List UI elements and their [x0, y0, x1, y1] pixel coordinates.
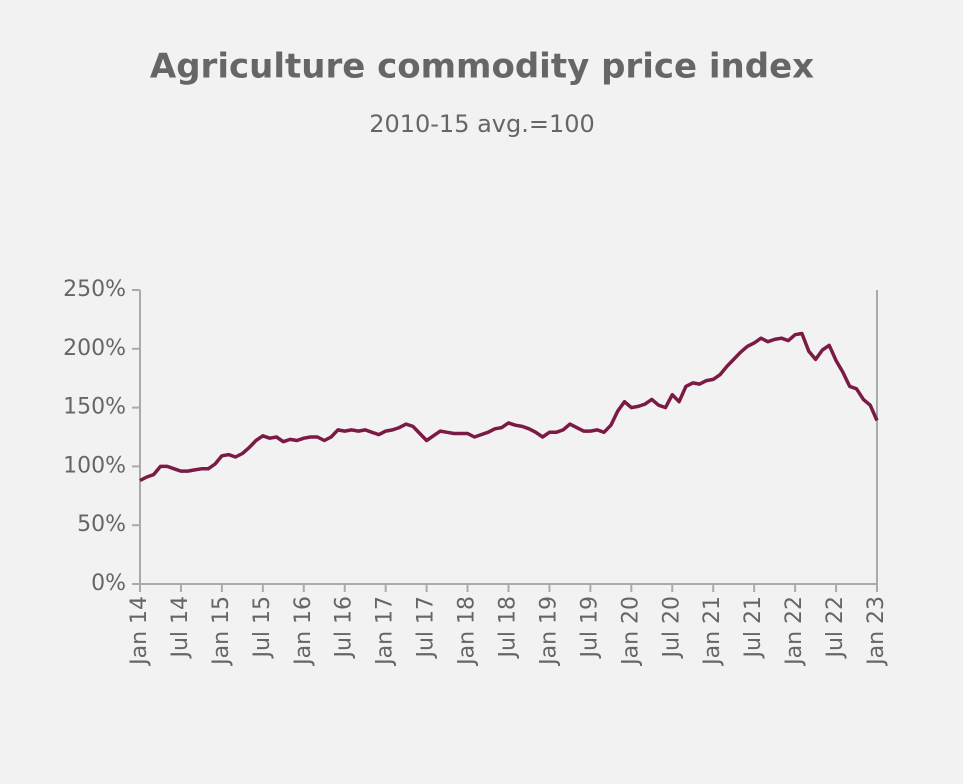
x-tick-label: Jan 21	[700, 596, 725, 667]
x-tick-label: Jul 15	[250, 596, 275, 660]
x-tick-label: Jul 18	[496, 596, 521, 660]
x-tick-label: Jan 17	[373, 596, 398, 667]
chart-subtitle: 2010-15 avg.=100	[369, 110, 595, 138]
x-tick-label: Jan 18	[455, 596, 480, 667]
x-tick-label: Jan 19	[536, 596, 561, 667]
y-tick-label: 150%	[63, 395, 126, 420]
y-tick-label: 50%	[77, 512, 126, 537]
x-tick-label: Jul 17	[414, 596, 439, 660]
price-line	[139, 331, 879, 483]
x-tick-label: Jan 22	[782, 596, 807, 667]
y-tick-label: 0%	[91, 571, 126, 596]
x-tick-label: Jan 20	[618, 596, 643, 667]
x-tick-label: Jan 16	[291, 596, 316, 667]
x-tick-label: Jan 14	[127, 596, 152, 667]
x-tick-label: Jul 16	[332, 596, 357, 660]
x-tick-label: Jan 23	[864, 596, 889, 667]
x-tick-label: Jan 15	[209, 596, 234, 667]
y-tick-label: 200%	[63, 336, 126, 361]
x-tick-label: Jul 21	[741, 596, 766, 660]
x-tick-label: Jul 14	[168, 596, 193, 660]
x-tick-label: Jul 22	[823, 596, 848, 660]
y-tick-label: 100%	[63, 453, 126, 478]
chart-title: Agriculture commodity price index	[150, 47, 814, 87]
x-tick-label: Jul 19	[577, 596, 602, 660]
x-tick-label: Jul 20	[659, 596, 684, 660]
y-tick-label: 250%	[63, 277, 126, 302]
